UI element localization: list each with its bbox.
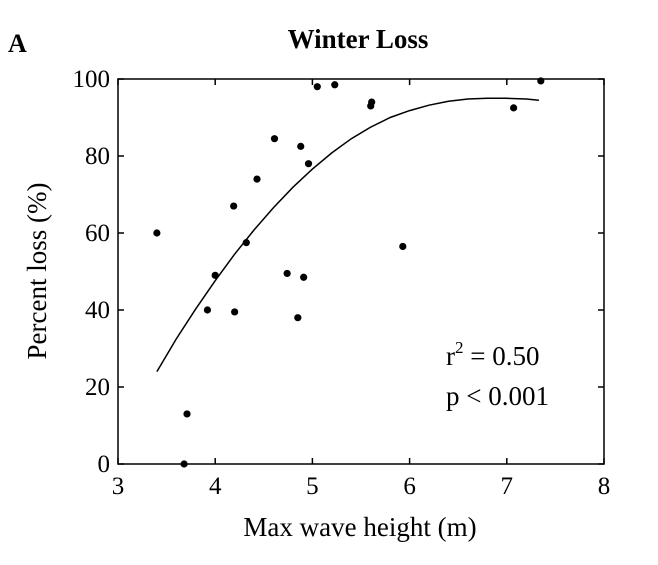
data-point bbox=[242, 239, 250, 247]
r-squared-base: r bbox=[446, 341, 455, 371]
y-tick-label: 20 bbox=[85, 374, 110, 401]
data-point bbox=[331, 81, 339, 89]
x-tick-label: 6 bbox=[403, 473, 416, 500]
data-point bbox=[253, 175, 261, 183]
data-point bbox=[368, 98, 376, 106]
data-point bbox=[510, 104, 518, 112]
y-tick-label: 60 bbox=[85, 220, 110, 247]
x-tick-label: 8 bbox=[598, 473, 611, 500]
data-point bbox=[180, 460, 188, 468]
data-point bbox=[304, 160, 313, 168]
data-point bbox=[537, 77, 545, 85]
r-squared-value: = 0.50 bbox=[464, 341, 540, 371]
y-tick-label: 40 bbox=[85, 297, 110, 324]
data-point bbox=[300, 273, 308, 281]
r-squared-superscript: 2 bbox=[455, 338, 464, 357]
chart-title: Winter Loss bbox=[288, 24, 429, 54]
y-tick-label: 100 bbox=[73, 66, 111, 93]
y-axis-ticks: 0 20 40 60 80 100 bbox=[73, 66, 604, 478]
data-point bbox=[230, 202, 238, 210]
x-tick-label: 5 bbox=[306, 473, 319, 500]
data-point bbox=[283, 269, 291, 278]
plot-frame bbox=[117, 78, 605, 465]
data-point bbox=[270, 135, 279, 143]
x-axis-label: Max wave height (m) bbox=[243, 512, 476, 542]
y-axis-label: Percent loss (%) bbox=[22, 183, 52, 360]
data-point bbox=[313, 83, 321, 91]
x-axis-ticks: 3 4 5 6 7 8 bbox=[112, 79, 611, 500]
p-value-annotation: p < 0.001 bbox=[446, 381, 549, 411]
y-tick-label: 80 bbox=[85, 143, 110, 170]
data-point bbox=[183, 410, 191, 418]
y-tick-label: 0 bbox=[98, 451, 111, 478]
x-tick-label: 7 bbox=[501, 473, 514, 500]
data-point bbox=[399, 242, 407, 251]
data-points bbox=[153, 77, 545, 468]
data-point bbox=[203, 306, 212, 314]
fit-curve bbox=[156, 97, 539, 372]
x-tick-label: 3 bbox=[112, 473, 125, 500]
panel-letter: A bbox=[8, 29, 27, 58]
data-point bbox=[294, 314, 302, 322]
data-point bbox=[153, 229, 161, 237]
data-point bbox=[297, 142, 305, 150]
data-point bbox=[231, 308, 239, 316]
r-squared-annotation: r2 = 0.50 bbox=[446, 338, 539, 371]
data-point bbox=[211, 271, 219, 279]
x-tick-label: 4 bbox=[209, 473, 222, 500]
